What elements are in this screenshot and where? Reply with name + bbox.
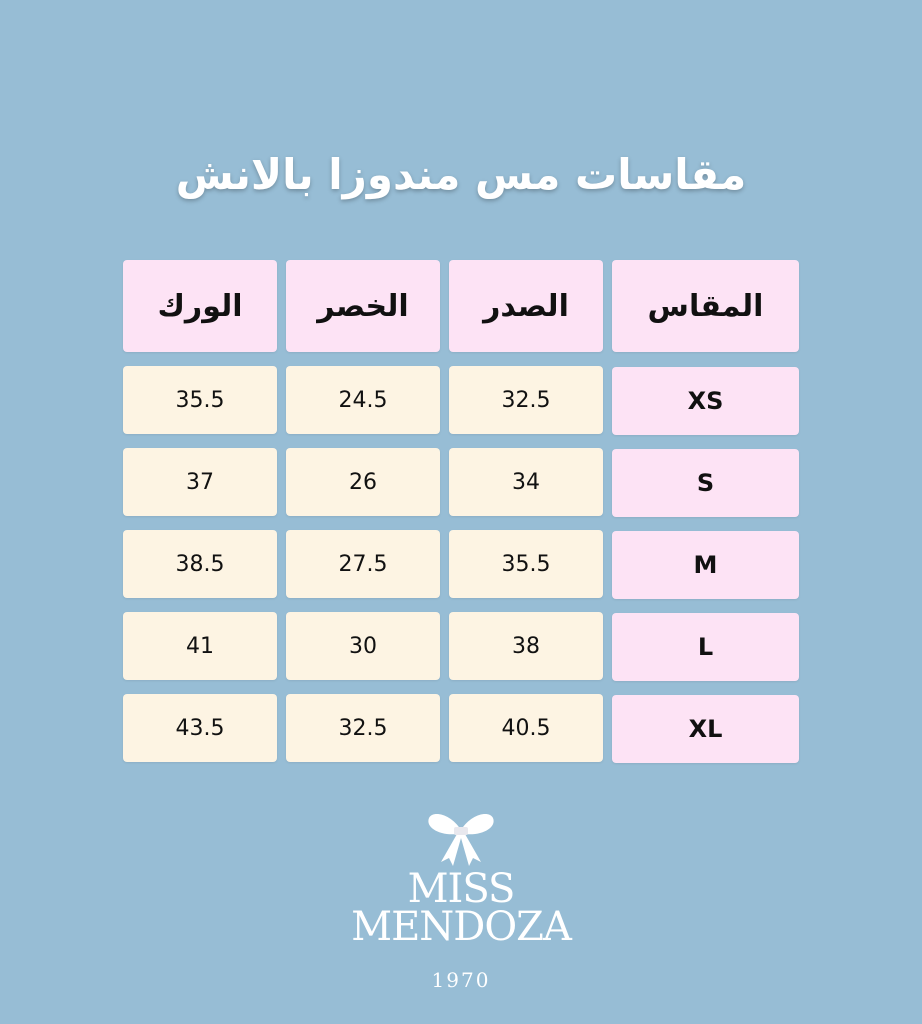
header-bust: الصدر <box>449 260 603 352</box>
size-label: XL <box>612 695 799 763</box>
measurement-waist: 30 <box>286 612 440 680</box>
measurement-waist: 26 <box>286 448 440 516</box>
size-label: M <box>612 531 799 599</box>
measurement-bust: 34 <box>449 448 603 516</box>
measurement-bust: 38 <box>449 612 603 680</box>
measurement-bust: 32.5 <box>449 366 603 434</box>
measurement-hip: 38.5 <box>123 530 277 598</box>
measurement-waist: 27.5 <box>286 530 440 598</box>
brand-year: 1970 <box>431 968 491 992</box>
measurement-hip: 35.5 <box>123 366 277 434</box>
brand-line-2: MENDOZA <box>351 904 572 950</box>
header-size: المقاس <box>612 260 799 352</box>
header-hip: الورك <box>123 260 277 352</box>
measurement-waist: 24.5 <box>286 366 440 434</box>
size-label: S <box>612 449 799 517</box>
page-title: مقاسات مس مندوزا بالانش <box>175 150 747 199</box>
measurement-hip: 37 <box>123 448 277 516</box>
measurement-hip: 41 <box>123 612 277 680</box>
size-label: L <box>612 613 799 681</box>
measurement-bust: 40.5 <box>449 694 603 762</box>
bow-icon <box>428 814 494 866</box>
header-waist: الخصر <box>286 260 440 352</box>
size-label: XS <box>612 367 799 435</box>
measurement-bust: 35.5 <box>449 530 603 598</box>
measurement-waist: 32.5 <box>286 694 440 762</box>
brand-logo: MISS MENDOZA 1970 <box>0 810 922 992</box>
brand-line-1: MISS <box>407 866 516 912</box>
measurement-hip: 43.5 <box>123 694 277 762</box>
